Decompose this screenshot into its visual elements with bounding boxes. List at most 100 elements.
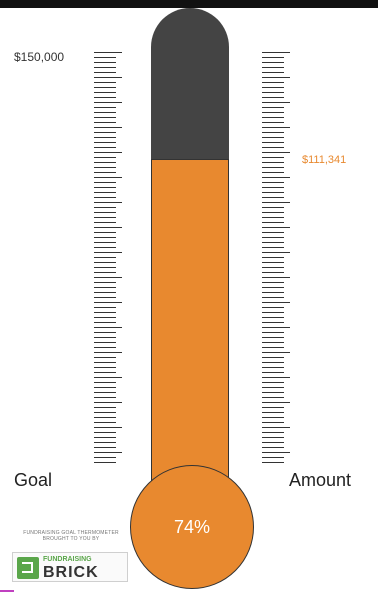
scale-tick — [262, 332, 284, 333]
thermometer-tube — [151, 8, 229, 508]
scale-tick — [262, 57, 284, 58]
scale-tick — [94, 417, 116, 418]
scale-tick — [262, 122, 284, 123]
scale-tick — [262, 297, 284, 298]
thermometer-bulb — [130, 465, 254, 589]
scale-tick — [94, 317, 116, 318]
scale-tick — [94, 302, 122, 303]
goal-amount-label: $150,000 — [14, 50, 65, 64]
scale-tick — [262, 327, 290, 328]
scale-tick — [94, 102, 122, 103]
scale-tick — [262, 347, 284, 348]
scale-tick — [94, 57, 116, 58]
scale-tick — [94, 267, 116, 268]
scale-tick — [262, 172, 284, 173]
scale-tick — [262, 82, 284, 83]
scale-tick — [262, 97, 284, 98]
scale-tick — [262, 142, 284, 143]
scale-tick — [94, 167, 116, 168]
scale-tick — [262, 287, 284, 288]
scale-tick — [94, 382, 116, 383]
scale-tick — [262, 177, 290, 178]
scale-tick — [94, 232, 116, 233]
scale-tick — [262, 167, 284, 168]
scale-tick — [262, 102, 290, 103]
scale-tick — [262, 237, 284, 238]
scale-tick — [262, 442, 284, 443]
scale-tick — [262, 392, 284, 393]
scale-tick — [94, 357, 116, 358]
scale-tick — [94, 407, 116, 408]
scale-tick — [94, 372, 116, 373]
scale-tick — [262, 302, 290, 303]
scale-tick — [94, 182, 116, 183]
scale-tick — [94, 132, 116, 133]
scale-tick — [94, 87, 116, 88]
scale-tick — [94, 242, 116, 243]
scale-tick — [94, 262, 116, 263]
scale-tick — [94, 447, 116, 448]
scale-tick — [94, 457, 116, 458]
scale-tick — [94, 342, 116, 343]
scale-tick — [94, 122, 116, 123]
logo-big-text: BRICK — [43, 564, 99, 581]
scale-tick — [94, 392, 116, 393]
scale-tick — [94, 377, 122, 378]
scale-tick — [94, 402, 122, 403]
scale-tick — [94, 297, 116, 298]
scale-tick — [262, 207, 284, 208]
scale-tick — [94, 107, 116, 108]
scale-tick — [94, 222, 116, 223]
scale-tick — [262, 192, 284, 193]
fundraising-brick-logo-icon — [17, 557, 39, 579]
scale-tick — [94, 292, 116, 293]
scale-tick — [262, 377, 290, 378]
scale-tick — [94, 197, 116, 198]
scale-tick — [262, 367, 284, 368]
scale-tick — [94, 327, 122, 328]
scale-tick — [262, 242, 284, 243]
thermometer-outline-left — [151, 160, 152, 500]
scale-tick — [262, 372, 284, 373]
scale-tick — [94, 157, 116, 158]
scale-tick — [262, 272, 284, 273]
scale-tick — [94, 427, 122, 428]
scale-tick — [94, 272, 116, 273]
scale-tick — [262, 157, 284, 158]
scale-tick — [94, 462, 116, 463]
scale-tick — [94, 397, 116, 398]
scale-tick — [262, 292, 284, 293]
scale-tick — [94, 452, 122, 453]
scale-tick — [94, 142, 116, 143]
logo-box: FUNDRAISING BRICK — [12, 552, 128, 582]
scale-tick — [262, 232, 284, 233]
scale-tick — [262, 352, 290, 353]
scale-tick — [94, 257, 116, 258]
scale-tick — [262, 387, 284, 388]
scale-tick — [262, 457, 284, 458]
scale-tick — [262, 257, 284, 258]
amount-label: Amount — [289, 470, 352, 490]
scale-tick — [262, 462, 284, 463]
scale-tick — [94, 312, 116, 313]
scale-tick — [94, 247, 116, 248]
scale-tick — [94, 352, 122, 353]
scale-tick — [94, 52, 122, 53]
scale-tick — [262, 127, 290, 128]
scale-tick — [262, 337, 284, 338]
scale-tick — [262, 417, 284, 418]
scale-tick — [262, 147, 284, 148]
scale-tick — [262, 132, 284, 133]
scale-tick — [262, 197, 284, 198]
scale-tick — [94, 367, 116, 368]
scale-tick — [94, 127, 122, 128]
scale-tick — [262, 412, 284, 413]
scale-tick — [262, 432, 284, 433]
scale-tick — [262, 72, 284, 73]
scale-tick — [94, 227, 122, 228]
scale-tick — [94, 192, 116, 193]
logo-tagline: FUNDRAISING GOAL THERMOMETER BROUGHT TO … — [23, 530, 119, 542]
scale-tick — [262, 262, 284, 263]
scale-tick — [94, 117, 116, 118]
thermometer-outline-right — [228, 160, 229, 500]
